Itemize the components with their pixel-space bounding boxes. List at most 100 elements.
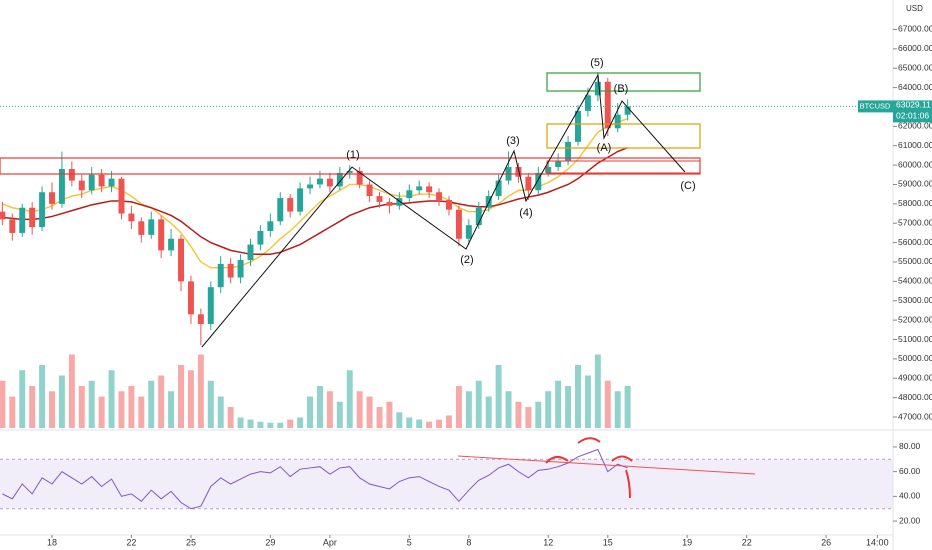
rsi-trendline: [457, 455, 756, 475]
candle-body: [575, 110, 581, 142]
volume-bar: [505, 391, 512, 428]
candle-body: [356, 170, 363, 185]
candle-body: [88, 174, 95, 191]
volume-bar: [555, 380, 562, 428]
rsi-arrow: [625, 469, 631, 499]
candle-body: [584, 95, 591, 111]
volume-bar: [277, 422, 284, 428]
x-tick-label: 15: [603, 537, 613, 547]
candle-body: [366, 184, 373, 197]
wave-label: (2): [460, 254, 473, 266]
candle-body: [614, 114, 621, 129]
volume-bar: [247, 419, 254, 428]
y-tick-label: 54000.00: [898, 276, 932, 286]
volume-bar: [58, 375, 65, 428]
candle-body: [39, 192, 46, 228]
wave-label: (3): [506, 135, 519, 147]
volume-bar: [584, 375, 591, 428]
volume-bar: [29, 386, 36, 428]
drawings: [0, 72, 756, 499]
volume-bar: [396, 412, 403, 428]
rsi-tick-label: 60.00: [899, 466, 921, 476]
candle-body: [455, 209, 462, 239]
ema-ribbon: [2, 146, 628, 255]
volume-bar: [207, 380, 214, 428]
volume-bar: [128, 386, 135, 428]
volume-bar: [455, 386, 462, 428]
volume-bar: [406, 417, 413, 428]
volume-bar: [356, 391, 363, 428]
volume-bar: [297, 417, 304, 428]
y-tick-label: 57000.00: [898, 217, 932, 227]
x-tick-label: 5: [407, 537, 412, 547]
volume-bar: [336, 401, 343, 428]
y-tick-label: 64000.00: [898, 82, 932, 92]
candle-body: [307, 184, 314, 189]
last-price-label: 63029.11: [896, 100, 931, 110]
candle-body: [247, 244, 254, 261]
volume-bar: [68, 354, 75, 428]
zone-box: [546, 123, 701, 149]
volume-bar: [19, 370, 26, 428]
x-tick-label: 8: [466, 537, 471, 547]
x-tick-label: 25: [186, 537, 196, 547]
volume-bar: [168, 391, 175, 428]
rsi-tick-label: 40.00: [899, 491, 921, 501]
candle-body: [257, 230, 264, 245]
y-tick-label: 51000.00: [898, 334, 932, 344]
volume-bar: [565, 386, 572, 428]
candle-body: [326, 178, 333, 187]
candle-body: [108, 178, 115, 187]
x-tick-label: 14:00: [866, 537, 889, 547]
candle-body: [217, 263, 224, 288]
candle-body: [406, 190, 413, 199]
candle-body: [207, 287, 214, 325]
candle-body: [287, 198, 294, 212]
volume-bar: [197, 354, 204, 428]
volume-bar: [386, 401, 393, 428]
x-tick-label: 19: [682, 537, 692, 547]
volume-bar: [78, 386, 85, 428]
candle-body: [545, 167, 552, 173]
volume-bar: [88, 380, 95, 428]
wave-label: (5): [590, 57, 603, 69]
x-tick-label: 18: [47, 537, 57, 547]
volume-bar: [307, 396, 314, 428]
volume-bar: [49, 391, 55, 428]
candle-body: [396, 198, 403, 206]
y-tick-label: 48000.00: [898, 392, 932, 402]
volume-bar: [376, 407, 383, 428]
y-tick-label: 56000.00: [898, 237, 932, 247]
volume-bar: [545, 391, 552, 428]
candle-body: [148, 219, 155, 235]
volume-bar: [158, 375, 165, 428]
rsi-arc: [577, 437, 601, 444]
volume-bar: [416, 419, 423, 428]
volume-bar: [614, 391, 621, 428]
symbol-label: BTCUSD: [860, 101, 891, 110]
y-tick-label: 67000.00: [898, 24, 932, 34]
y-tick-label: 52000.00: [898, 314, 932, 324]
volume-bar: [98, 396, 105, 428]
candle-body: [495, 180, 502, 197]
y-tick-label: 59000.00: [898, 179, 932, 189]
volume-bar: [217, 396, 224, 428]
x-tick-label: 29: [265, 537, 275, 547]
wave-label: (B): [614, 83, 629, 95]
wave-label: (4): [519, 207, 532, 219]
volume-bar: [604, 380, 611, 428]
x-tick-label: 22: [126, 537, 136, 547]
x-tick-label: Apr: [323, 537, 337, 547]
candle-body: [49, 192, 55, 204]
volume-bar: [475, 380, 482, 428]
rsi-tick-label: 20.00: [899, 515, 921, 525]
candle-body: [535, 172, 542, 191]
x-tick-label: 22: [742, 537, 752, 547]
rsi-tick-label: 80.00: [899, 441, 921, 451]
candle-body: [128, 213, 135, 222]
y-tick-label: 49000.00: [898, 373, 932, 383]
volume-bar: [118, 391, 125, 428]
candle-body: [227, 263, 234, 278]
candle-body: [426, 186, 433, 193]
